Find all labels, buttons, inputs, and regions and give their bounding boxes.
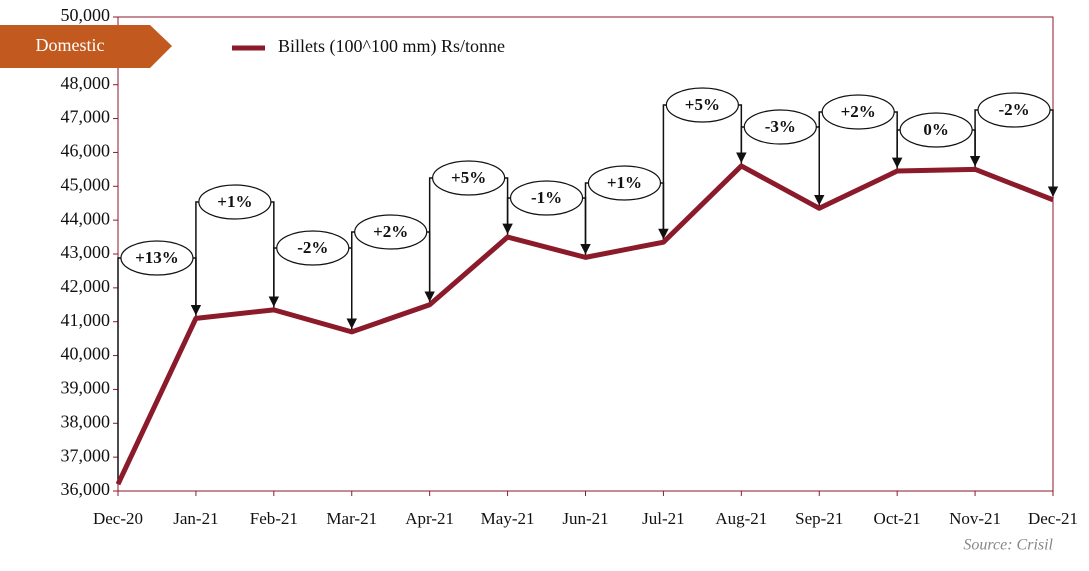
y-tick-label: 37,000 xyxy=(61,445,111,465)
annotation-label: +2% xyxy=(841,102,876,121)
x-tick-label: Aug-21 xyxy=(715,509,767,528)
y-tick-label: 36,000 xyxy=(61,479,111,499)
x-tick-label: Jun-21 xyxy=(562,509,608,528)
annotation-bubble xyxy=(198,184,272,220)
y-tick-label: 38,000 xyxy=(61,411,111,431)
annotation-bubble xyxy=(587,165,662,201)
annotation-bubble xyxy=(120,240,194,276)
source: Source: Crisil xyxy=(963,537,1053,554)
annotation-bubble xyxy=(509,180,584,216)
annotation-label: -2% xyxy=(998,100,1029,119)
annotation-label: 0% xyxy=(923,120,949,139)
annotation-bracket xyxy=(662,104,747,243)
y-tick-label: 43,000 xyxy=(61,242,111,262)
annotation-label: -1% xyxy=(531,188,562,207)
y-tick-label: 41,000 xyxy=(61,310,111,330)
y-tick-label: 50,000 xyxy=(61,5,111,25)
y-tick-label: 44,000 xyxy=(61,208,111,228)
y-tick-label: 48,000 xyxy=(61,73,111,93)
annotation-bracket xyxy=(117,257,202,485)
annotation-label: +13% xyxy=(135,248,179,267)
y-tick-label: 46,000 xyxy=(61,141,111,161)
plot-area: 36,000 37,000 38,000 39,000 40,000 41,000 42,0… xyxy=(61,5,1079,528)
y-tick-label: 42,000 xyxy=(61,276,111,296)
x-tick-label: Sep-21 xyxy=(795,509,843,528)
annotation-bracket xyxy=(428,177,513,305)
annotation-bubble xyxy=(821,94,895,130)
x-tick-label: Jan-21 xyxy=(173,509,218,528)
x-tick-label: Jul-21 xyxy=(642,509,685,528)
annotation-label: +5% xyxy=(685,95,720,114)
annotation-label: +1% xyxy=(217,192,252,211)
y-tick-label: 47,000 xyxy=(61,107,111,127)
annotation-bubble xyxy=(665,87,739,123)
annotation-bubble xyxy=(354,214,428,250)
series-line xyxy=(115,163,1054,486)
annotation-label: +2% xyxy=(373,222,408,241)
badge-text: Domestic xyxy=(36,35,105,55)
x-tick-label: Dec-21 xyxy=(1028,509,1078,528)
annotation-bubble xyxy=(977,92,1051,128)
badge-shape xyxy=(0,25,172,68)
annotation-label: +1% xyxy=(607,173,642,192)
y-tick-label: 45,000 xyxy=(61,174,111,194)
x-tick-label: Nov-21 xyxy=(949,509,1001,528)
x-tick-label: Dec-20 xyxy=(93,509,143,528)
annotation-bubble xyxy=(899,112,973,148)
annotation-bubble xyxy=(276,230,350,266)
y-tick-label: 39,000 xyxy=(61,378,111,398)
x-tick-label: Feb-21 xyxy=(250,509,298,528)
x-tick-label: Mar-21 xyxy=(326,509,377,528)
legend-label: Billets (100^100 mm) Rs/tonne xyxy=(278,36,505,57)
annotation-label: -2% xyxy=(297,238,328,257)
annotation-bubble xyxy=(743,109,817,145)
y-tick-label: 40,000 xyxy=(61,344,111,364)
x-tick-label: May-21 xyxy=(481,509,535,528)
x-tick-label: Apr-21 xyxy=(405,509,454,528)
annotation-label: +5% xyxy=(451,168,486,187)
badge: Domestic xyxy=(0,25,172,68)
annotation-label: -3% xyxy=(765,117,796,136)
x-tick-label: Oct-21 xyxy=(874,509,921,528)
annotation-bubble xyxy=(432,160,506,196)
